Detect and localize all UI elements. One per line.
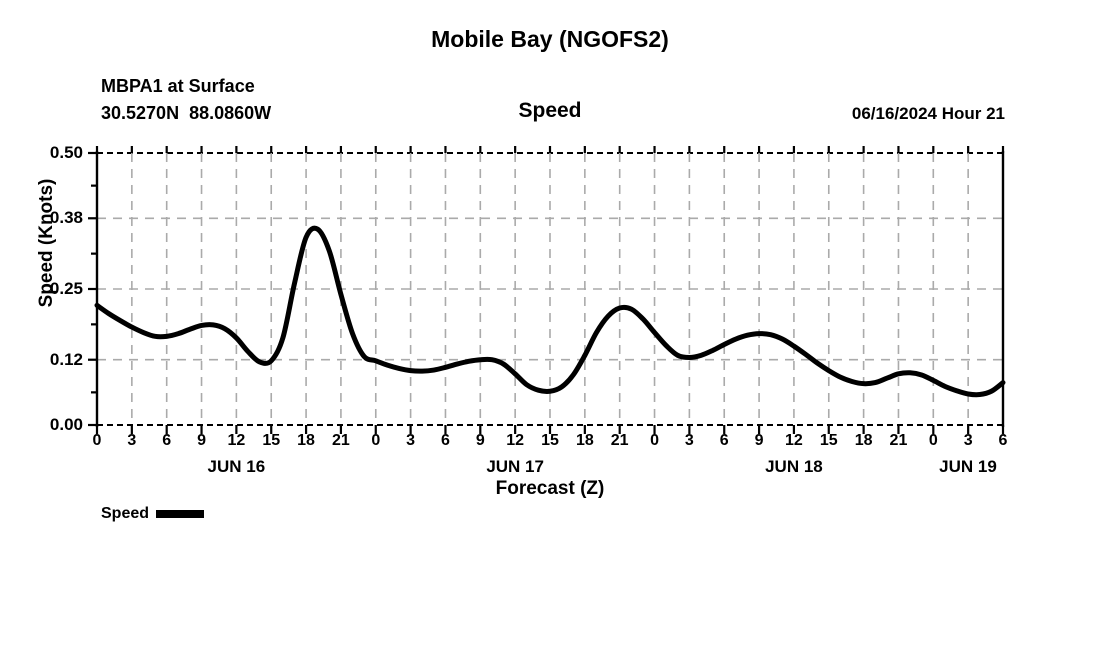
x-tick-label: 21 <box>332 432 350 449</box>
x-tick-label: 3 <box>406 432 416 449</box>
x-tick-label: 0 <box>928 432 938 449</box>
x-tick-label: 21 <box>610 432 629 449</box>
legend-swatch-speed <box>156 510 205 518</box>
x-tick-label: 0 <box>371 432 381 449</box>
station-label: MBPA1 at Surface <box>101 76 255 96</box>
x-tick-label: 9 <box>197 432 206 449</box>
x-tick-label: 3 <box>963 432 973 449</box>
axis-ticks <box>88 146 1005 434</box>
x-tick-label: 15 <box>819 432 838 449</box>
x-axis-label: Forecast (Z) <box>495 478 605 499</box>
y-tick-label: 0.25 <box>49 279 83 298</box>
series-line-speed <box>94 225 1006 398</box>
y-tick-label: 0.38 <box>49 208 83 228</box>
x-tick-label: 6 <box>719 432 729 449</box>
x-tick-label: 9 <box>475 432 485 449</box>
day-label: JUN 19 <box>939 457 997 476</box>
x-tick-label: 12 <box>227 432 246 449</box>
station-coordinates: 30.5270N 88.0860W <box>101 103 272 123</box>
page-title-top: Mobile Bay (NGOFS2) <box>431 26 669 52</box>
x-tick-label: 18 <box>854 432 873 449</box>
day-label: JUN 16 <box>207 457 266 476</box>
x-tick-label: 15 <box>262 432 281 449</box>
model-run-stamp: 06/16/2024 Hour 21 <box>851 104 1005 123</box>
x-tick-label: 6 <box>998 432 1008 449</box>
x-tick-label: 18 <box>297 432 315 449</box>
x-tick-label: 12 <box>785 432 803 449</box>
legend: Speed <box>101 505 205 523</box>
x-tick-label: 21 <box>889 432 908 449</box>
x-tick-label: 6 <box>162 432 172 449</box>
y-tick-label: 0.12 <box>49 349 83 369</box>
x-tick-label: 3 <box>684 432 694 449</box>
day-label: JUN 17 <box>486 457 544 476</box>
x-tick-label: 3 <box>127 432 137 449</box>
y-tick-label: 0.00 <box>49 415 83 434</box>
data-series <box>94 225 1006 398</box>
x-tick-label: 12 <box>506 432 525 449</box>
x-tick-label: 9 <box>754 432 764 449</box>
x-tick-label: 0 <box>92 432 102 449</box>
chart-subtitle: Speed <box>518 99 582 122</box>
y-tick-label: 0.50 <box>49 143 83 162</box>
legend-label: Speed <box>101 505 150 522</box>
x-tick-label: 0 <box>650 432 659 449</box>
x-tick-label: 18 <box>575 432 594 449</box>
x-tick-label: 6 <box>441 432 450 449</box>
day-label: JUN 18 <box>765 457 823 476</box>
x-tick-label: 15 <box>541 432 559 449</box>
